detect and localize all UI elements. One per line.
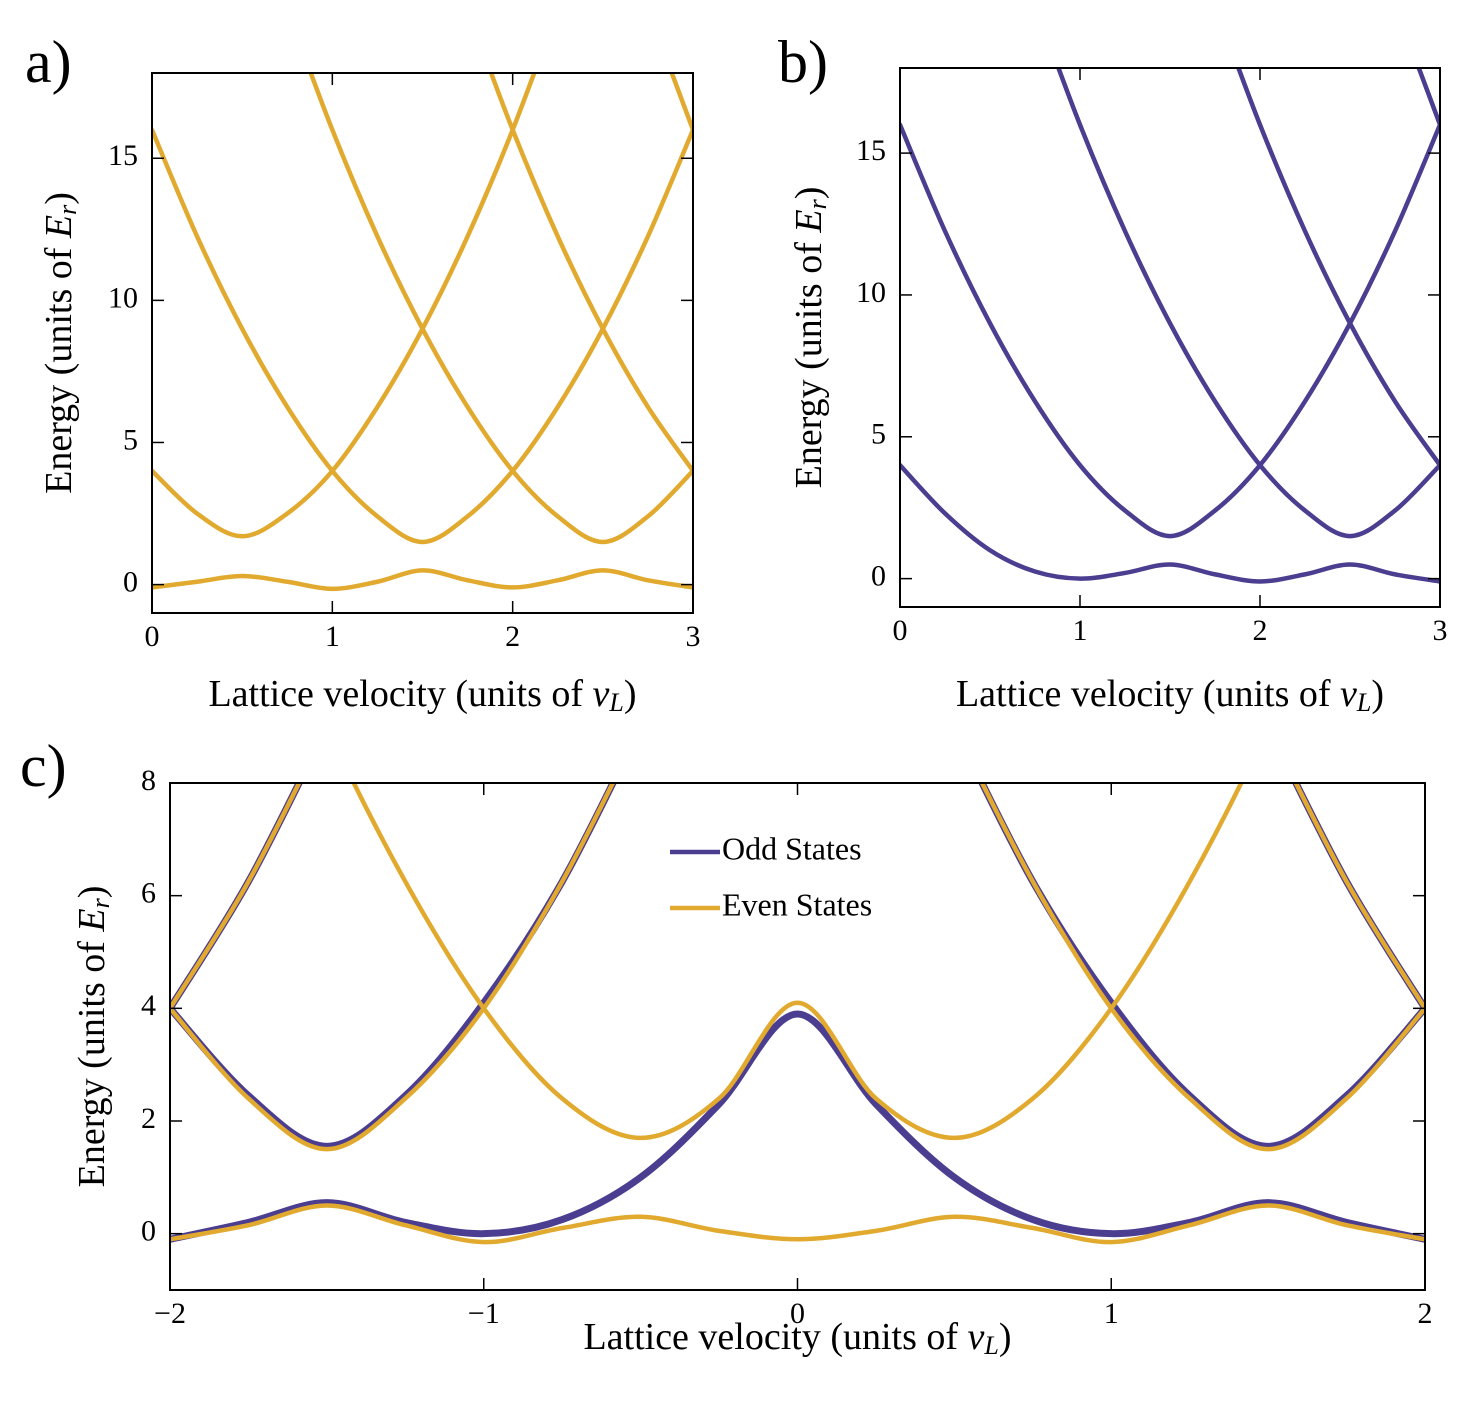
band-line [978,783,1425,1150]
y-tick-label: 0 [123,565,138,598]
band-line [170,1010,1425,1243]
axis-label: Lattice velocity (units of vL) [208,673,636,717]
y-tick-label: 15 [108,139,138,172]
band-line [979,783,1425,1152]
axis-label: Lattice velocity (units of vL) [583,1316,1011,1360]
axis-label-sub: r [86,897,115,908]
axis-label-symbol: E [38,215,80,239]
axis-label-close: ) [999,1316,1012,1358]
band-line [170,783,302,1011]
band-line [488,73,693,474]
axis-label-symbol: v [968,1316,985,1358]
x-tick-label: 3 [686,620,701,653]
axis-label-symbol: E [788,209,830,233]
axis-label: Energy (units of Er) [38,192,82,494]
axis-label-text: Lattice velocity (units of [208,673,592,715]
band-line [170,783,303,1012]
panel-label: a) [25,29,72,95]
x-tick-label: 1 [1104,1297,1119,1330]
axis-label-close: ) [71,886,113,899]
panel: 0 1 2 3 0 5 10 15 Lattice velocity (units of vL)… [778,29,1448,717]
plot-area [170,783,1425,1245]
x-tick-label: 0 [790,1297,805,1330]
y-tick-label: 10 [108,281,138,314]
axis-label-text: Energy (units of [788,233,830,489]
legend-label: Even States [722,886,872,922]
axis-label-text: Energy (units of [38,238,80,494]
axis-label-symbol: v [593,673,610,715]
plot-frame [151,72,694,614]
panel-label: b) [778,29,828,95]
y-tick-label: 2 [141,1102,156,1135]
axis-label-text: Lattice velocity (units of [583,1316,967,1358]
band-line [900,122,1440,539]
axis-label: Energy (units of Er) [788,187,832,489]
y-tick-label: 6 [141,877,156,910]
axis-label-close: ) [788,187,830,200]
axis-label-text: Energy (units of [71,932,113,1188]
panel-label: c) [20,733,67,799]
panel: 0 1 2 3 0 5 10 15 Lattice velocity (units of vL)… [25,29,701,717]
axis-label-close: ) [624,673,637,715]
x-tick-label: 2 [1418,1297,1433,1330]
plot-frame [899,67,1441,608]
y-tick-label: 5 [871,418,886,451]
band-line [351,783,1244,1141]
axis-label-close: ) [1371,673,1384,715]
axis-label-symbol: E [71,908,113,932]
axis-label-sub: r [803,198,832,209]
x-tick-label: 0 [893,614,908,647]
band-line [900,462,1440,584]
y-tick-label: 5 [123,423,138,456]
x-tick-label: 1 [325,620,340,653]
x-tick-label: 2 [505,620,520,653]
band-line [152,568,693,592]
band-line [308,73,693,545]
band-line [1293,783,1425,1011]
axis-label-sub: L [1356,688,1371,717]
legend-label: Odd States [722,830,862,866]
panel: −2 −1 0 1 2 0 2 4 6 8 Lattice velocity (units of v… [20,733,1433,1360]
band-line [152,73,537,539]
axis-label: Energy (units of Er) [71,886,115,1188]
plot-area [152,73,693,592]
x-tick-label: 0 [145,620,160,653]
x-tick-label: −1 [468,1297,500,1330]
band-line [170,783,617,1150]
band-line [1292,783,1425,1012]
band-line [669,73,693,133]
band-line [1236,68,1440,468]
axis-label-sub: r [53,204,82,215]
band-line [1416,68,1440,127]
axis-label-close: ) [38,192,80,205]
axis-label-sub: L [608,688,623,717]
axis-label-symbol: v [1340,673,1357,715]
x-tick-label: 2 [1253,614,1268,647]
band-line [1056,68,1440,539]
axis-label: Lattice velocity (units of vL) [956,673,1384,717]
band-line [152,127,693,545]
axis-label-text: Lattice velocity (units of [956,673,1340,715]
y-tick-label: 4 [141,989,156,1022]
y-tick-label: 0 [871,560,886,593]
plot-area [900,68,1440,584]
y-tick-label: 15 [856,134,886,167]
y-tick-label: 0 [141,1215,156,1248]
band-line [170,1203,1425,1245]
x-tick-label: −2 [154,1297,186,1330]
axis-label-sub: L [983,1331,998,1360]
y-tick-label: 10 [856,276,886,309]
x-tick-label: 1 [1073,614,1088,647]
band-line [170,783,616,1152]
y-tick-label: 8 [141,764,156,797]
x-tick-label: 3 [1433,614,1448,647]
